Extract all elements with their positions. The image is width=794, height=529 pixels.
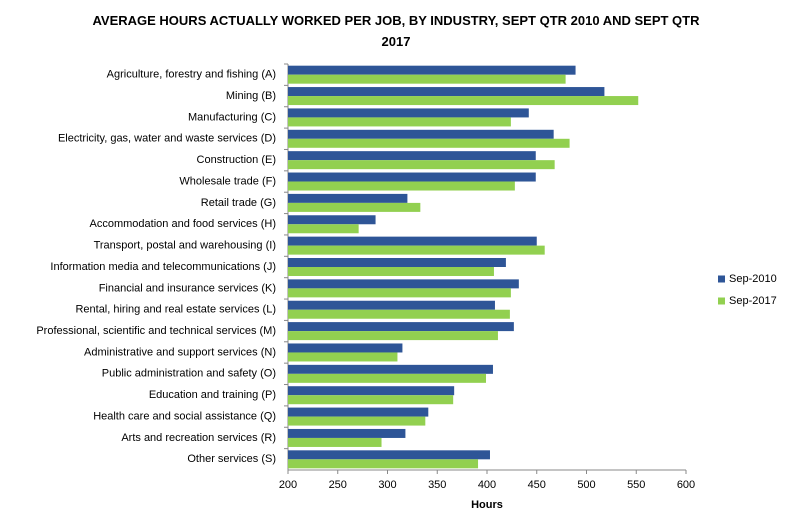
x-axis-label: Hours: [471, 499, 503, 511]
bar: [288, 87, 605, 97]
y-tick-label: Public administration and safety (O): [102, 368, 276, 380]
bar: [288, 300, 495, 310]
x-tick-label: 300: [378, 479, 396, 491]
bar: [288, 416, 426, 426]
bar: [288, 236, 537, 246]
y-tick-label: Mining (B): [226, 90, 276, 102]
bar: [288, 352, 398, 362]
y-tick-label: Accommodation and food services (H): [90, 218, 276, 230]
y-tick-label: Electricity, gas, water and waste servic…: [58, 133, 276, 145]
x-tick-label: 600: [677, 479, 695, 491]
bar: [288, 172, 536, 182]
bar: [288, 267, 494, 276]
bar: [288, 288, 511, 298]
bar: [288, 224, 359, 234]
x-tick-label: 200: [279, 479, 297, 491]
y-tick-label: Retail trade (G): [201, 197, 276, 209]
bar: [288, 193, 408, 203]
bar: [288, 373, 487, 383]
bar: [288, 364, 493, 374]
bar: [288, 129, 554, 139]
y-tick-label: Other services (S): [187, 453, 276, 465]
bar: [288, 331, 498, 341]
bar: [288, 450, 490, 460]
y-tick-label: Manufacturing (C): [188, 111, 276, 123]
x-tick-label: 250: [329, 479, 347, 491]
y-tick-label: Construction (E): [197, 154, 276, 166]
bar: [288, 65, 576, 75]
bar: [288, 117, 511, 127]
bar: [288, 343, 403, 353]
x-tick-label: 350: [428, 479, 446, 491]
x-tick-label: 450: [528, 479, 546, 491]
legend-swatch: [718, 275, 725, 283]
bar: [288, 309, 510, 319]
bar: [288, 245, 545, 255]
y-tick-label: Administrative and support services (N): [84, 346, 276, 358]
bar: [288, 407, 429, 417]
bar: [288, 428, 406, 438]
y-tick-label: Transport, postal and warehousing (I): [94, 240, 276, 252]
y-tick-label: Agriculture, forestry and fishing (A): [107, 69, 276, 81]
y-tick-label: Rental, hiring and real estate services …: [75, 304, 276, 316]
x-tick-label: 400: [478, 479, 496, 491]
legend-swatch: [718, 297, 725, 305]
bar: [288, 437, 382, 447]
bar: [288, 215, 376, 225]
legend-label: Sep-2017: [729, 295, 777, 307]
bar: [288, 202, 421, 212]
bar: [288, 386, 455, 396]
y-tick-label: Wholesale trade (F): [179, 175, 276, 187]
x-tick-label: 550: [627, 479, 645, 491]
y-tick-label: Health care and social assistance (Q): [93, 410, 276, 422]
y-tick-label: Arts and recreation services (R): [121, 432, 276, 444]
y-tick-label: Financial and insurance services (K): [99, 282, 276, 294]
y-tick-label: Professional, scientific and technical s…: [36, 325, 276, 337]
bar: [288, 322, 514, 332]
x-tick-label: 500: [577, 479, 595, 491]
bar: [288, 108, 529, 118]
chart-title: AVERAGE HOURS ACTUALLY WORKED PER JOB, B…: [92, 13, 700, 49]
bar: [288, 395, 454, 405]
legend-label: Sep-2010: [729, 273, 777, 285]
bar: [288, 74, 566, 84]
y-tick-label: Information media and telecommunications…: [50, 261, 276, 273]
bar: [288, 160, 555, 170]
y-tick-label: Education and training (P): [149, 389, 276, 401]
bar: [288, 258, 506, 267]
bar: [288, 96, 639, 106]
bar: [288, 151, 536, 161]
bar: [288, 279, 519, 289]
bar: [288, 138, 570, 148]
bar: [288, 181, 515, 191]
bar: [288, 459, 479, 469]
